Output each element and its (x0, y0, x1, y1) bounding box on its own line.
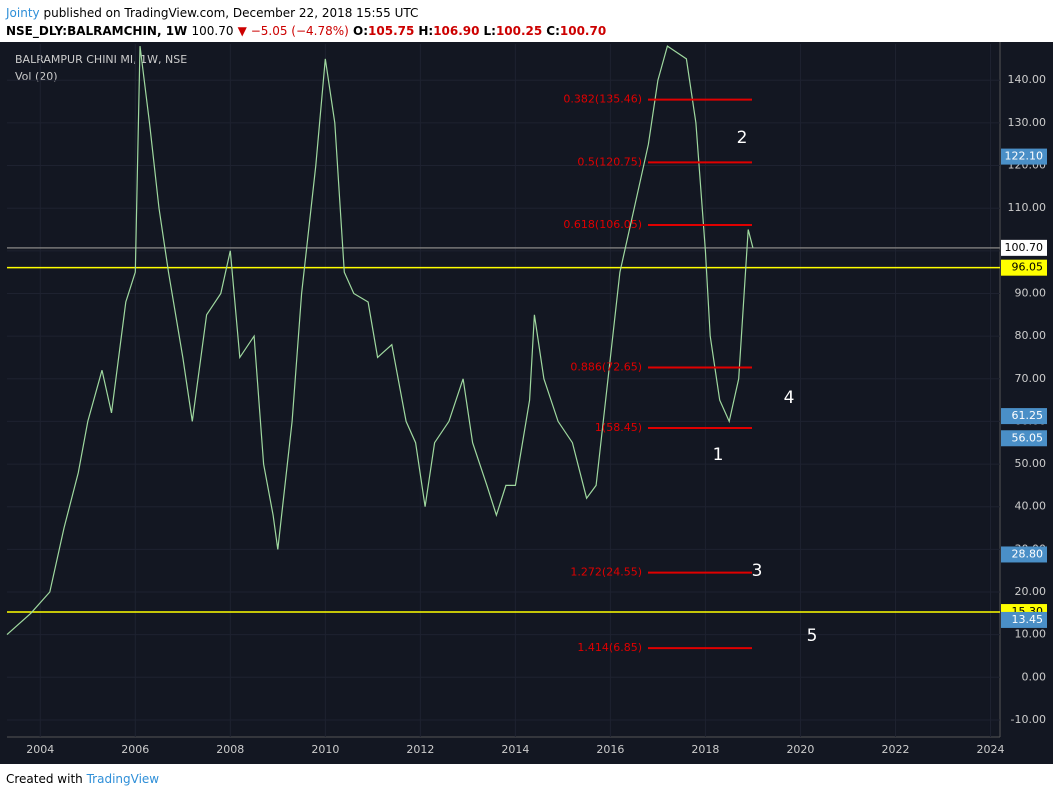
chart-bg (0, 42, 1053, 764)
ohlc-value: 106.90 (433, 24, 480, 38)
published-line: Jointy published on TradingView.com, Dec… (6, 4, 610, 22)
quote-line: NSE_DLY:BALRAMCHIN, 1W 100.70 ▼ −5.05 (−… (6, 22, 610, 40)
y-tick-label: 0.00 (1022, 670, 1047, 683)
chart-subtitle: Vol (20) (15, 70, 58, 83)
wave-label: 1 (713, 445, 724, 465)
y-tick-label: -10.00 (1011, 713, 1046, 726)
price-label: 122.10 (1005, 150, 1044, 163)
ohlc: O:105.75 H:106.90 L:100.25 C:100.70 (353, 24, 610, 38)
y-tick-label: 10.00 (1015, 628, 1047, 641)
price-label: 96.05 (1012, 261, 1044, 274)
ohlc-value: 100.25 (495, 24, 543, 38)
x-tick-label: 2006 (121, 743, 149, 756)
price-label-bg (1001, 408, 1047, 425)
x-tick-label: 2024 (976, 743, 1004, 756)
price-label: 28.80 (1012, 547, 1044, 560)
fib-label: 1.272(24.55) (570, 566, 642, 579)
y-tick-label: 50.00 (1015, 457, 1047, 470)
ohlc-key: L: (483, 24, 496, 38)
ohlc-value: 105.75 (368, 24, 415, 38)
fib-label: 0.382(135.46) (563, 93, 642, 106)
wave-label: 2 (737, 128, 748, 148)
price-label-bg (1001, 259, 1047, 276)
fib-label: 1(58.45) (595, 421, 642, 434)
price-label-bg (1001, 611, 1047, 628)
last: 100.70 (191, 24, 234, 38)
x-tick-label: 2004 (26, 743, 54, 756)
footer: Created with TradingView (6, 772, 159, 786)
header: Jointy published on TradingView.com, Dec… (6, 4, 610, 40)
fib-label: 0.618(106.05) (563, 218, 642, 231)
price-label-bg (1001, 430, 1047, 447)
x-tick-label: 2018 (691, 743, 719, 756)
fib-label: 0.886(72.65) (570, 360, 642, 373)
y-tick-label: 80.00 (1015, 329, 1047, 342)
ohlc-key: H: (418, 24, 434, 38)
author[interactable]: Jointy (6, 6, 40, 20)
chart-title: BALRAMPUR CHINI MI, 1W, NSE (15, 53, 187, 66)
ohlc-key: O: (353, 24, 369, 38)
x-tick-label: 2010 (311, 743, 339, 756)
x-tick-label: 2022 (881, 743, 909, 756)
y-tick-label: 70.00 (1015, 372, 1047, 385)
wave-label: 4 (784, 388, 795, 408)
symbol: NSE_DLY:BALRAMCHIN, 1W (6, 24, 188, 38)
y-tick-label: 40.00 (1015, 500, 1047, 513)
wave-label: 3 (752, 561, 763, 581)
x-tick-label: 2008 (216, 743, 244, 756)
price-label: 56.05 (1012, 431, 1044, 444)
price-label-bg (1001, 148, 1047, 165)
price-label: 61.25 (1012, 409, 1044, 422)
price-label-bg (1001, 546, 1047, 563)
change: ▼ −5.05 (−4.78%) (237, 24, 349, 38)
wave-label: 5 (807, 626, 818, 646)
y-tick-label: 130.00 (1008, 116, 1047, 129)
y-tick-label: 20.00 (1015, 585, 1047, 598)
x-tick-label: 2012 (406, 743, 434, 756)
x-tick-label: 2020 (786, 743, 814, 756)
x-tick-label: 2016 (596, 743, 624, 756)
price-label: 100.70 (1005, 241, 1044, 254)
y-tick-label: 140.00 (1008, 73, 1047, 86)
ohlc-key: C: (546, 24, 560, 38)
fib-label: 1.414(6.85) (577, 641, 642, 654)
y-tick-label: 110.00 (1008, 201, 1047, 214)
price-label: 13.45 (1012, 613, 1044, 626)
x-tick-label: 2014 (501, 743, 529, 756)
published: published on TradingView.com, December 2… (43, 6, 419, 20)
chart: BALRAMPUR CHINI MI, 1W, NSE Vol (20) -10… (0, 42, 1053, 764)
created: Created with (6, 772, 83, 786)
y-tick-label: 90.00 (1015, 286, 1047, 299)
price-line-series (6, 45, 754, 636)
brand[interactable]: TradingView (86, 772, 160, 786)
ohlc-value: 100.70 (559, 24, 607, 38)
price-label-bg (1001, 239, 1047, 256)
fib-label: 0.5(120.75) (577, 155, 642, 168)
